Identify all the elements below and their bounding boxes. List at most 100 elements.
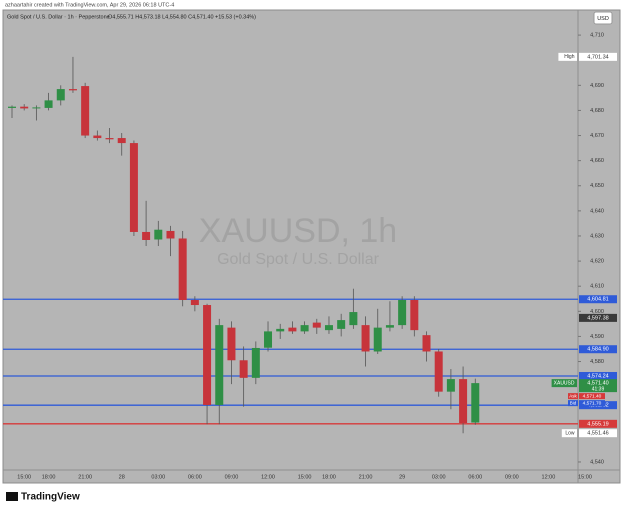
- candle-body: [166, 230, 175, 239]
- candle-body: [276, 328, 285, 332]
- badge-tag: [558, 52, 577, 61]
- quote-label: 4,571.40: [583, 393, 602, 399]
- candle-body: [81, 86, 90, 136]
- price-tag-label: 4,555.19: [587, 421, 608, 427]
- y-tick-label: 4,660: [590, 158, 604, 164]
- candle-body: [288, 327, 297, 332]
- candle-body: [8, 106, 16, 108]
- x-tick-label: 12:00: [261, 474, 275, 480]
- candle-body: [434, 351, 443, 392]
- y-tick-label: 4,590: [590, 334, 604, 340]
- badge-tag-label: XAUUSD: [554, 380, 575, 386]
- price-badge-label: 4,551.46: [587, 431, 608, 437]
- candle-body: [471, 383, 480, 423]
- price-tag: [579, 371, 617, 380]
- x-tick-label: 09:00: [505, 474, 519, 480]
- candle-body: [227, 327, 236, 361]
- y-tick-label: 4,710: [590, 33, 604, 39]
- candle-body: [349, 312, 358, 326]
- y-tick-label: 4,580: [590, 359, 604, 365]
- quote-tag-label: Bid: [570, 400, 577, 405]
- candle-body: [117, 138, 126, 144]
- candle-body: [446, 379, 455, 392]
- watermark: XAUUSD, 1h: [199, 212, 397, 250]
- y-tick-label: 4,610: [590, 284, 604, 290]
- price-tag: [579, 295, 617, 304]
- x-tick-label: 15:00: [298, 474, 312, 480]
- candle-body: [215, 325, 224, 405]
- candle-body: [32, 107, 41, 109]
- candle-body: [398, 300, 407, 326]
- price-badge: [579, 429, 617, 438]
- candle-body: [154, 229, 163, 240]
- y-tick-label: 4,690: [590, 83, 604, 89]
- candle-body: [93, 135, 102, 139]
- x-tick-label: 06:00: [188, 474, 202, 480]
- candle-body: [300, 325, 309, 332]
- candle-body: [312, 322, 321, 328]
- x-tick-label: 06:00: [468, 474, 482, 480]
- price-badge-label: 4,597.38: [587, 315, 608, 321]
- candle-body: [410, 300, 419, 331]
- brand-logo: TradingView: [6, 492, 80, 503]
- y-tick-label: 4,650: [590, 183, 604, 189]
- brand-name: TradingView: [21, 492, 80, 503]
- y-tick-label: 4,600: [590, 309, 604, 315]
- chart-panel: [2, 9, 621, 484]
- price-badge: [579, 52, 617, 61]
- price-badge-label: 4,571.40: [587, 381, 608, 387]
- candle-body: [264, 331, 273, 348]
- x-tick-label: 03:00: [151, 474, 165, 480]
- price-tag-label: 4,574.24: [587, 373, 608, 379]
- x-tick-label: 15:00: [578, 474, 592, 480]
- candle-body: [324, 325, 333, 331]
- badge-tag-label: Low: [565, 431, 575, 437]
- badge-tag: [561, 429, 577, 438]
- currency-label[interactable]: USD: [597, 16, 609, 22]
- badge-tag: [551, 379, 577, 388]
- candle-body: [178, 238, 187, 301]
- y-tick-label: 4,540: [590, 459, 604, 465]
- candle-body: [68, 89, 77, 91]
- candle-body: [190, 300, 199, 306]
- price-tag-label: 4,584.90: [587, 347, 608, 353]
- candle-body: [385, 325, 394, 328]
- x-tick-label: 28: [119, 474, 125, 480]
- x-tick-label: 21:00: [78, 474, 92, 480]
- symbol-title: Gold Spot / U.S. Dollar · 1h · Peppersto…: [7, 14, 110, 20]
- candle-body: [373, 327, 382, 352]
- logo-mark: [6, 492, 18, 501]
- candle-body: [337, 320, 346, 329]
- candle-body: [422, 335, 431, 352]
- watermark-subtitle: Gold Spot / U.S. Dollar: [217, 251, 380, 268]
- y-tick-label: 4,640: [590, 208, 604, 214]
- currency-button[interactable]: [593, 11, 613, 25]
- credit: azhaartahir created with TradingView.com…: [5, 2, 174, 8]
- candle-body: [44, 100, 53, 108]
- candle-body: [20, 106, 29, 109]
- price-badge: [579, 379, 617, 393]
- quote-tag: [568, 400, 578, 407]
- y-tick-label: 4,680: [590, 108, 604, 114]
- candle-body: [459, 379, 468, 424]
- x-tick-label: 29: [399, 474, 405, 480]
- quote-box: [579, 393, 605, 400]
- candle-body: [203, 305, 212, 405]
- quote-label: 4,571.70: [583, 400, 602, 406]
- candle-body: [142, 231, 151, 240]
- candle-body: [361, 325, 370, 352]
- y-tick-label: 4,630: [590, 233, 604, 239]
- candle-body: [105, 138, 114, 140]
- price-badge-label: 4,701.34: [587, 54, 608, 60]
- candle-body: [129, 143, 138, 232]
- x-tick-label: 18:00: [42, 474, 56, 480]
- x-tick-label: 09:00: [225, 474, 239, 480]
- ohlc-legend: O4,555.71 H4,573.18 L4,554.80 C4,571.40 …: [108, 14, 256, 20]
- countdown: 41:39: [592, 386, 605, 392]
- x-tick-label: 12:00: [542, 474, 556, 480]
- x-tick-label: 21:00: [359, 474, 373, 480]
- price-tag-label: 4,604.81: [587, 297, 608, 303]
- price-tag: [579, 345, 617, 354]
- y-tick-label: 4,670: [590, 133, 604, 139]
